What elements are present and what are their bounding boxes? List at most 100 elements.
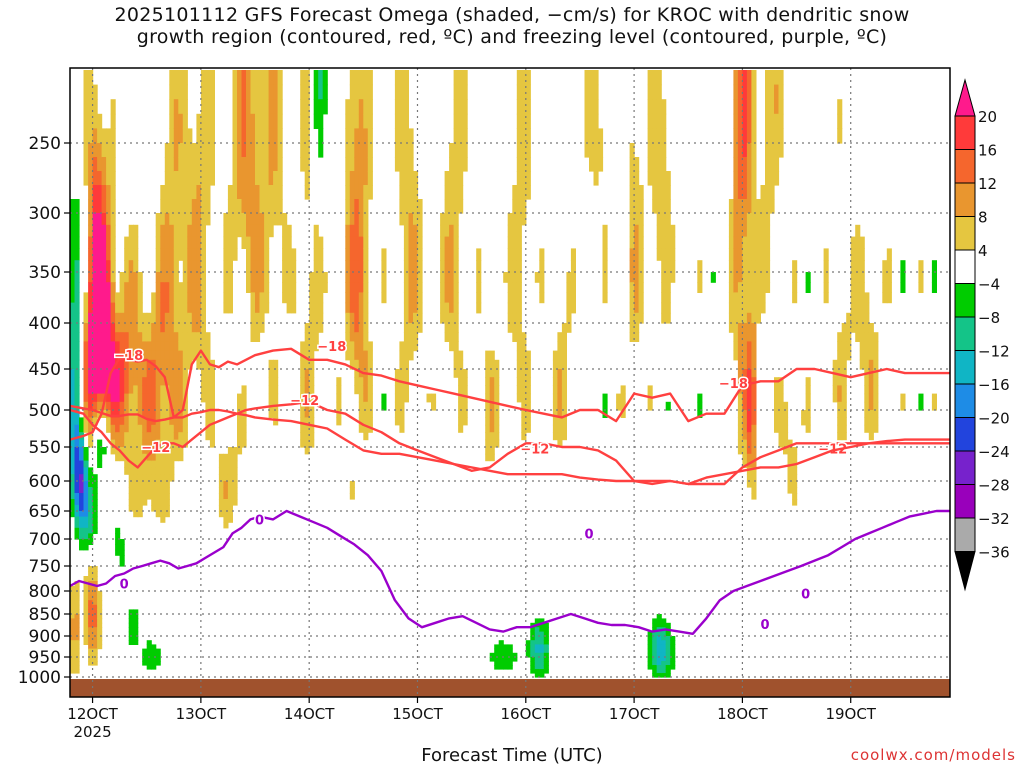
colorbar-label: −20 [978, 410, 1010, 428]
omega-cell [516, 143, 522, 158]
omega-cell [530, 657, 536, 662]
omega-cell [318, 84, 324, 100]
omega-cell [128, 385, 134, 395]
omega-cell [97, 332, 103, 342]
omega-cell [142, 359, 148, 370]
omega-cell [83, 417, 89, 426]
omega-cell [656, 644, 662, 650]
omega-cell [318, 236, 324, 249]
omega-cell [728, 272, 734, 283]
omega-cell [160, 447, 166, 455]
omega-cell [300, 401, 306, 411]
omega-cell [652, 171, 658, 186]
omega-cell [232, 493, 238, 500]
y-tick-label: 750 [29, 557, 61, 577]
omega-cell [191, 350, 197, 361]
omega-cell [354, 341, 360, 352]
omega-cell [399, 401, 405, 411]
omega-cell [110, 128, 116, 144]
omega-cell [408, 272, 414, 283]
omega-cell [83, 499, 89, 506]
omega-cell [250, 128, 256, 144]
omega-cell [512, 260, 518, 273]
omega-cell [552, 377, 558, 386]
omega-cell [774, 424, 780, 433]
omega-cell [124, 417, 130, 426]
omega-cell [665, 648, 671, 654]
omega-cell [737, 292, 743, 304]
omega-cell [88, 527, 94, 534]
omega-cell [859, 236, 865, 249]
omega-cell [273, 213, 279, 226]
omega-cell [367, 401, 373, 411]
omega-cell [246, 199, 252, 214]
omega-cell [453, 171, 459, 186]
omega-cell [196, 171, 202, 186]
omega-cell [124, 282, 130, 293]
omega-cell [178, 171, 184, 186]
omega-cell [250, 312, 256, 324]
omega-cell [151, 302, 157, 314]
omega-cell [196, 341, 202, 352]
omega-cell [841, 401, 847, 411]
omega-cell [191, 323, 197, 333]
omega-cell [115, 453, 121, 462]
axes-layer: 2503003504004505005506006507007508008509… [18, 67, 951, 741]
omega-cell [115, 332, 121, 342]
omega-cell [408, 185, 414, 200]
omega-cell [218, 487, 224, 494]
omega-cell [462, 369, 468, 378]
omega-cell [277, 128, 283, 144]
omega-cell [746, 474, 752, 482]
omega-cell [223, 493, 229, 500]
omega-cell [444, 260, 450, 273]
omega-cell [79, 453, 85, 462]
omega-cell [322, 99, 328, 115]
omega-cell [164, 213, 170, 226]
omega-cell [561, 417, 567, 426]
credit-link[interactable]: coolwx.com/models [850, 746, 1016, 764]
omega-cell [570, 260, 576, 273]
omega-cell [110, 332, 116, 342]
omega-cell [74, 439, 80, 448]
omega-cell [557, 424, 563, 433]
omega-cell [88, 99, 94, 115]
omega-cell [886, 248, 892, 261]
omega-cell [255, 157, 261, 172]
omega-cell [485, 385, 491, 395]
omega-cell [209, 113, 215, 129]
omega-cell [751, 171, 757, 186]
omega-cell [525, 401, 531, 411]
omega-cell [751, 128, 757, 144]
omega-cell [805, 410, 811, 418]
omega-cell [205, 401, 211, 411]
omega-cell [805, 272, 811, 283]
omega-cell [106, 282, 112, 293]
omega-cell [634, 332, 640, 342]
omega-cell [223, 467, 229, 475]
omega-cell [227, 447, 233, 455]
omega-cell [74, 636, 80, 641]
omega-cell [746, 350, 752, 361]
omega-cell [264, 99, 270, 115]
omega-cell [88, 622, 94, 628]
omega-cell [313, 302, 319, 314]
omega-cell [160, 236, 166, 249]
omega-cell [774, 113, 780, 129]
omega-cell [291, 302, 297, 314]
omega-cell [70, 260, 76, 273]
omega-cell [191, 236, 197, 249]
omega-cell [367, 385, 373, 395]
omega-cell [196, 185, 202, 200]
omega-cell [200, 282, 206, 293]
omega-cell [543, 644, 549, 650]
omega-cell [652, 669, 658, 674]
omega-cell [593, 157, 599, 172]
omega-cell [458, 70, 464, 86]
omega-cell [128, 312, 134, 324]
omega-cell [516, 272, 522, 283]
omega-cell [137, 350, 143, 361]
omega-cell [106, 393, 112, 403]
omega-cell [873, 385, 879, 395]
omega-cell [88, 213, 94, 226]
